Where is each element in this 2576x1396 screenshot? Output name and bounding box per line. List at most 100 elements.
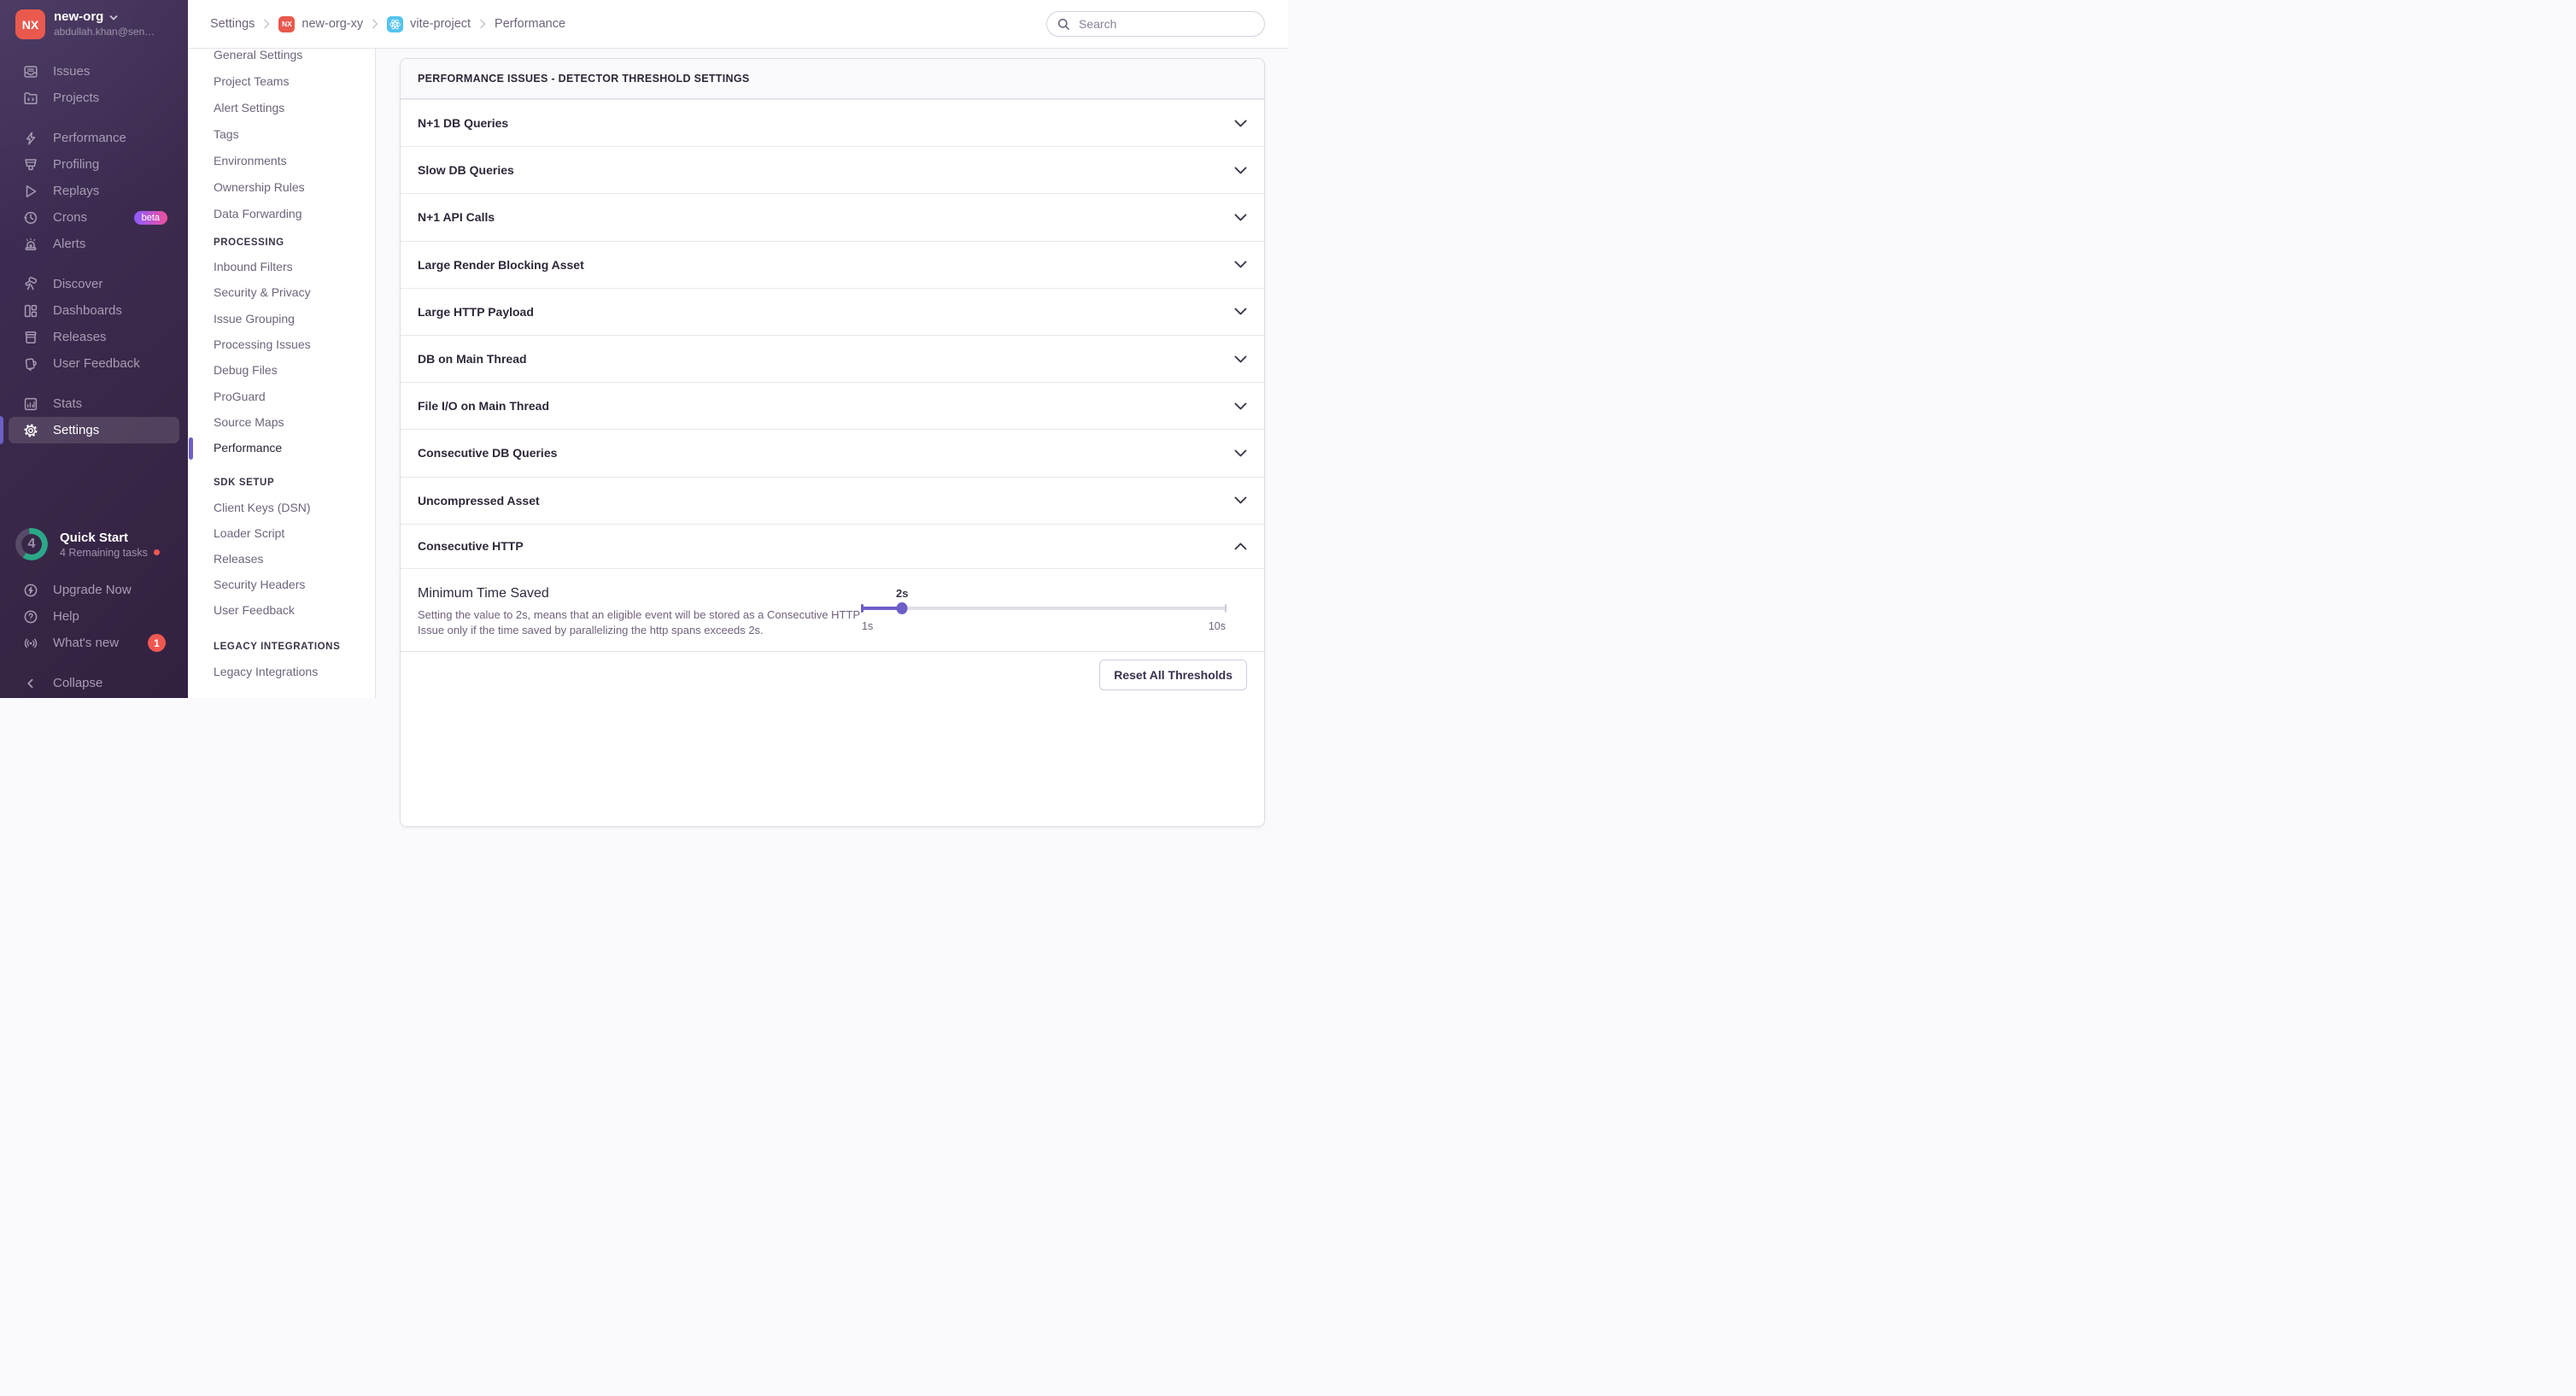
issues-icon: [22, 63, 39, 80]
lightning-icon: [22, 130, 39, 147]
chevron-down-icon: [1234, 261, 1247, 268]
sidebar-item-replays[interactable]: Replays: [0, 178, 188, 204]
sidebar-item-label: Stats: [53, 396, 83, 411]
collapse-group: Collapse: [0, 670, 188, 696]
quick-start-progress-ring: 4: [15, 528, 48, 560]
whats-new-badge: 1: [148, 634, 166, 652]
sidebar-item-help[interactable]: Help: [0, 603, 188, 630]
sidebar-item-dashboards[interactable]: Dashboards: [0, 297, 188, 324]
subnav-item-security-headers[interactable]: Security Headers: [214, 578, 306, 592]
subnav-item-tags[interactable]: Tags: [214, 126, 239, 141]
reset-all-thresholds-button[interactable]: Reset All Thresholds: [1099, 659, 1247, 690]
subnav-item-issue-grouping[interactable]: Issue Grouping: [214, 311, 295, 326]
subnav-item-ownership-rules[interactable]: Ownership Rules: [214, 179, 305, 194]
sidebar-item-upgrade-now[interactable]: Upgrade Now: [0, 577, 188, 603]
quick-start[interactable]: 4 Quick Start 4 Remaining tasks: [15, 528, 181, 560]
subnav-section-sdk-setup: SDK SETUP: [214, 478, 275, 488]
sidebar-item-stats[interactable]: Stats: [0, 390, 188, 417]
broadcast-icon: [22, 635, 39, 652]
detector-row-consecutive-http[interactable]: Consecutive HTTP: [401, 523, 1264, 568]
sidebar-item-profiling[interactable]: Profiling: [0, 151, 188, 178]
detector-row-file-io-on-main-thread[interactable]: File I/O on Main Thread: [401, 382, 1264, 430]
org-switcher[interactable]: NX new-org abdullah.khan@sen…: [15, 9, 183, 39]
settings-subnav: General Settings Project Teams Alert Set…: [188, 0, 376, 698]
breadcrumb-organization[interactable]: NX new-org-xy: [278, 15, 363, 32]
slider-track[interactable]: [861, 601, 1227, 614]
detector-row-large-http-payload[interactable]: Large HTTP Payload: [401, 287, 1264, 335]
quick-start-subtitle: 4 Remaining tasks: [60, 546, 148, 559]
sidebar-item-projects[interactable]: Projects: [0, 85, 188, 111]
subnav-item-alert-settings[interactable]: Alert Settings: [214, 100, 285, 114]
detector-row-n1-api-calls[interactable]: N+1 API Calls: [401, 193, 1264, 241]
nav-group-3: Discover Dashboards Releases User Feedba…: [0, 271, 188, 377]
slider-fill: [862, 606, 903, 610]
subnav-item-environments[interactable]: Environments: [214, 153, 287, 167]
breadcrumb-settings[interactable]: Settings: [210, 17, 255, 31]
upgrade-icon: [22, 582, 39, 599]
sidebar-item-releases[interactable]: Releases: [0, 324, 188, 350]
quick-start-count: 4: [27, 537, 36, 551]
sidebar-item-label: Replays: [53, 184, 100, 198]
sidebar-collapse-button[interactable]: Collapse: [0, 670, 188, 696]
detector-settings-panel: PERFORMANCE ISSUES - DETECTOR THRESHOLD …: [400, 58, 1265, 827]
sidebar-item-label: User Feedback: [53, 356, 140, 371]
org-mini-avatar: NX: [278, 15, 296, 32]
slider-thumb[interactable]: [896, 601, 908, 614]
chevron-down-icon: [109, 9, 118, 26]
slider-max-label: 10s: [1208, 619, 1226, 632]
subnav-item-processing-issues[interactable]: Processing Issues: [214, 337, 311, 352]
sidebar-footer-nav: Upgrade Now Help What's new 1: [0, 577, 188, 656]
chevron-right-icon: [479, 19, 486, 29]
chevron-right-icon: [263, 19, 270, 29]
search-box: [1046, 11, 1265, 37]
subnav-item-general-settings[interactable]: General Settings: [214, 47, 303, 62]
sidebar-item-label: Performance: [53, 131, 126, 145]
subnav-item-proguard[interactable]: ProGuard: [214, 389, 266, 403]
subnav-item-security-privacy[interactable]: Security & Privacy: [214, 285, 311, 300]
chevron-down-icon: [1234, 449, 1247, 457]
detector-row-db-on-main-thread[interactable]: DB on Main Thread: [401, 334, 1264, 383]
sidebar-item-crons[interactable]: Crons beta: [0, 204, 188, 231]
react-project-icon: [387, 15, 404, 32]
quick-start-title: Quick Start: [60, 531, 129, 546]
clock-icon: [22, 209, 39, 226]
siren-icon: [22, 236, 39, 253]
sidebar-item-user-feedback[interactable]: User Feedback: [0, 350, 188, 377]
subnav-item-loader-script[interactable]: Loader Script: [214, 526, 285, 541]
subnav-item-source-maps[interactable]: Source Maps: [214, 414, 284, 429]
detector-row-n1-db-queries[interactable]: N+1 DB Queries: [401, 99, 1264, 147]
subnav-section-processing: PROCESSING: [214, 238, 284, 248]
sidebar-item-settings[interactable]: Settings: [9, 417, 179, 443]
subnav-item-legacy-integrations[interactable]: Legacy Integrations: [214, 664, 319, 678]
consecutive-http-expanded-section: Minimum Time Saved Setting the value to …: [401, 567, 1264, 651]
panel-footer: Reset All Thresholds: [401, 650, 1264, 698]
sidebar-item-label: Projects: [53, 91, 100, 105]
beta-badge: beta: [133, 210, 167, 225]
chevron-down-icon: [1234, 308, 1247, 315]
breadcrumb-project[interactable]: vite-project: [387, 15, 471, 32]
org-avatar: NX: [15, 9, 45, 39]
subnav-item-data-forwarding[interactable]: Data Forwarding: [214, 206, 302, 220]
subnav-item-project-teams[interactable]: Project Teams: [214, 73, 290, 88]
sidebar-item-label: Dashboards: [53, 303, 122, 318]
subnav-item-inbound-filters[interactable]: Inbound Filters: [214, 260, 293, 274]
nav-group-1: Issues Projects: [0, 58, 188, 111]
nav-group-4: Stats Settings: [0, 390, 188, 443]
subnav-item-client-keys[interactable]: Client Keys (DSN): [214, 501, 311, 515]
breadcrumb-current-page: Performance: [495, 17, 566, 31]
detector-row-uncompressed-asset[interactable]: Uncompressed Asset: [401, 476, 1264, 524]
sidebar-item-whats-new[interactable]: What's new 1: [0, 630, 188, 656]
sidebar-item-alerts[interactable]: Alerts: [0, 231, 188, 257]
detector-row-large-render-blocking-asset[interactable]: Large Render Blocking Asset: [401, 240, 1264, 288]
sidebar-item-issues[interactable]: Issues: [0, 58, 188, 85]
subnav-item-user-feedback[interactable]: User Feedback: [214, 603, 295, 618]
subnav-item-debug-files[interactable]: Debug Files: [214, 363, 278, 378]
subnav-item-performance[interactable]: Performance: [214, 441, 283, 455]
chevron-left-icon: [22, 675, 39, 692]
sidebar-item-discover[interactable]: Discover: [0, 271, 188, 297]
subnav-item-releases[interactable]: Releases: [214, 552, 264, 566]
sidebar-item-performance[interactable]: Performance: [0, 125, 188, 151]
detector-row-slow-db-queries[interactable]: Slow DB Queries: [401, 146, 1264, 194]
search-input[interactable]: [1077, 16, 1254, 32]
detector-row-consecutive-db-queries[interactable]: Consecutive DB Queries: [401, 429, 1264, 477]
